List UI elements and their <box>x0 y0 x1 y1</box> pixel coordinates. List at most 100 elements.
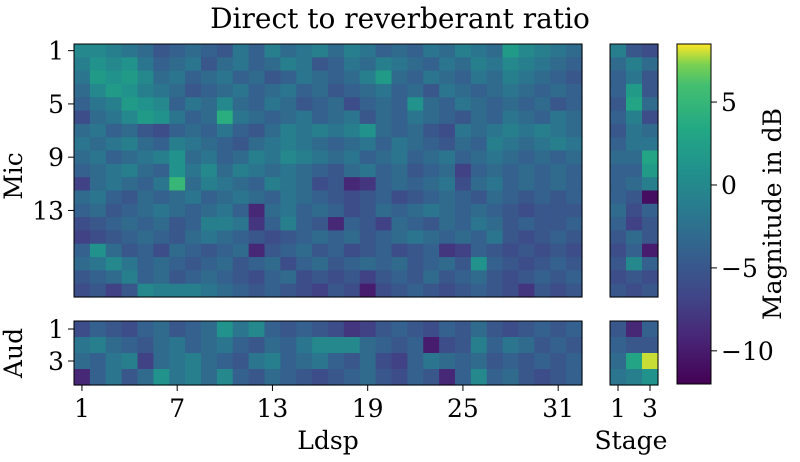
heatmap-cell-mic-ldsp <box>296 110 313 125</box>
heatmap-cell-mic-ldsp <box>121 123 139 138</box>
heatmap-cell-mic-ldsp <box>121 44 139 58</box>
heatmap-cell-mic-ldsp <box>407 137 424 152</box>
mic-ldsp-panel-frame <box>73 43 583 298</box>
heatmap-cell-mic-ldsp <box>423 57 440 72</box>
heatmap-cell-mic-ldsp <box>248 230 266 245</box>
heatmap-cell-mic-ldsp <box>407 190 424 205</box>
heatmap-cell-mic-ldsp <box>407 217 424 232</box>
colorbar-tick-label: 5 <box>721 88 737 117</box>
heatmap-cell-mic-stage <box>626 177 643 192</box>
heatmap-cell-aud-ldsp <box>74 321 91 338</box>
heatmap-cell-mic-ldsp <box>534 177 551 192</box>
heatmap-cell-mic-ldsp <box>248 257 266 271</box>
heatmap-cell-mic-ldsp <box>216 137 234 152</box>
heatmap-cell-mic-ldsp <box>201 57 218 72</box>
heatmap-cell-aud-ldsp <box>153 353 170 370</box>
heatmap-cell-mic-ldsp <box>248 190 266 205</box>
heatmap-cell-mic-ldsp <box>470 243 488 258</box>
heatmap-cell-aud-ldsp <box>89 321 107 338</box>
aud-stage-panel-frame <box>609 320 659 386</box>
heatmap-cell-mic-ldsp <box>550 57 567 72</box>
heatmap-cell-mic-ldsp <box>455 57 472 72</box>
heatmap-cell-aud-ldsp <box>502 321 520 338</box>
heatmap-cell-mic-ldsp <box>185 110 202 125</box>
heatmap-cell-mic-ldsp <box>375 257 393 271</box>
heatmap-cell-mic-ldsp <box>296 123 313 138</box>
heatmap-cell-mic-ldsp <box>423 97 440 112</box>
heatmap-cell-mic-ldsp <box>550 137 567 152</box>
heatmap-cell-aud-ldsp <box>201 337 218 354</box>
heatmap-cell-mic-ldsp <box>470 257 488 271</box>
heatmap-cell-mic-ldsp <box>391 177 408 192</box>
heatmap-cell-mic-ldsp <box>486 283 504 298</box>
heatmap-cell-aud-ldsp <box>169 321 186 338</box>
heatmap-cell-mic-ldsp <box>455 44 472 58</box>
heatmap-cell-mic-ldsp <box>455 257 472 271</box>
heatmap-cell-aud-ldsp <box>169 369 186 386</box>
heatmap-cell-mic-ldsp <box>153 137 170 152</box>
heatmap-cell-mic-ldsp <box>550 257 567 271</box>
heatmap-cell-mic-ldsp <box>502 44 520 58</box>
heatmap-cell-mic-ldsp <box>248 110 266 125</box>
heatmap-cell-mic-ldsp <box>470 217 488 232</box>
heatmap-cell-mic-ldsp <box>153 57 170 72</box>
heatmap-cell-mic-ldsp <box>216 44 234 58</box>
heatmap-cell-mic-ldsp <box>105 97 123 112</box>
heatmap-cell-mic-ldsp <box>391 44 408 58</box>
heatmap-cell-aud-ldsp <box>153 321 170 338</box>
heatmap-cell-mic-ldsp <box>201 203 218 218</box>
heatmap-cell-mic-ldsp <box>391 243 408 258</box>
heatmap-cell-mic-ldsp <box>280 270 297 285</box>
heatmap-cell-mic-ldsp <box>216 230 234 245</box>
heatmap-cell-mic-ldsp <box>328 217 345 232</box>
heatmap-cell-mic-ldsp <box>280 217 297 232</box>
heatmap-cell-mic-ldsp <box>89 270 107 285</box>
heatmap-cell-mic-ldsp <box>486 163 504 178</box>
heatmap-cell-mic-ldsp <box>343 57 361 72</box>
heatmap-cell-mic-ldsp <box>391 203 408 218</box>
heatmap-cell-mic-stage <box>626 110 643 125</box>
x-tick-label: 13 <box>257 394 289 423</box>
heatmap-cell-mic-ldsp <box>169 230 186 245</box>
heatmap-cell-mic-ldsp <box>439 177 456 192</box>
heatmap-cell-mic-stage <box>626 150 643 165</box>
heatmap-cell-mic-ldsp <box>74 243 91 258</box>
heatmap-cell-mic-ldsp <box>359 217 377 232</box>
heatmap-cell-mic-ldsp <box>502 163 520 178</box>
heatmap-cell-mic-ldsp <box>89 150 107 165</box>
heatmap-cell-mic-stage <box>626 230 643 245</box>
heatmap-cell-mic-ldsp <box>343 150 361 165</box>
mic-axis-label: Mic <box>0 152 28 200</box>
heatmap-cell-mic-ldsp <box>216 163 234 178</box>
heatmap-cell-mic-ldsp <box>423 163 440 178</box>
heatmap-cell-mic-ldsp <box>232 83 250 98</box>
heatmap-cell-mic-ldsp <box>312 203 329 218</box>
heatmap-cell-mic-ldsp <box>566 283 583 298</box>
heatmap-cell-mic-ldsp <box>518 257 535 271</box>
heatmap-cell-mic-ldsp <box>264 123 281 138</box>
heatmap-cell-aud-ldsp <box>375 369 393 386</box>
heatmap-cell-aud-ldsp <box>407 321 424 338</box>
heatmap-cell-aud-stage <box>642 321 659 338</box>
heatmap-cell-mic-ldsp <box>470 110 488 125</box>
heatmap-cell-mic-ldsp <box>280 150 297 165</box>
heatmap-cell-aud-ldsp <box>423 321 440 338</box>
heatmap-cell-mic-ldsp <box>359 70 377 85</box>
heatmap-cell-mic-ldsp <box>232 163 250 178</box>
heatmap-cell-mic-ldsp <box>391 70 408 85</box>
heatmap-cell-mic-ldsp <box>439 270 456 285</box>
heatmap-cell-mic-stage <box>610 217 627 232</box>
heatmap-cell-aud-ldsp <box>407 337 424 354</box>
heatmap-cell-mic-ldsp <box>169 123 186 138</box>
heatmap-cell-mic-ldsp <box>169 70 186 85</box>
heatmap-cell-aud-ldsp <box>439 369 456 386</box>
heatmap-cell-mic-ldsp <box>486 270 504 285</box>
heatmap-cell-aud-ldsp <box>391 337 408 354</box>
heatmap-cell-mic-ldsp <box>89 123 107 138</box>
heatmap-cell-mic-ldsp <box>296 163 313 178</box>
heatmap-cell-mic-ldsp <box>105 70 123 85</box>
heatmap-cell-aud-ldsp <box>296 321 313 338</box>
heatmap-cell-mic-ldsp <box>534 230 551 245</box>
heatmap-cell-mic-ldsp <box>280 97 297 112</box>
heatmap-cell-mic-ldsp <box>470 44 488 58</box>
